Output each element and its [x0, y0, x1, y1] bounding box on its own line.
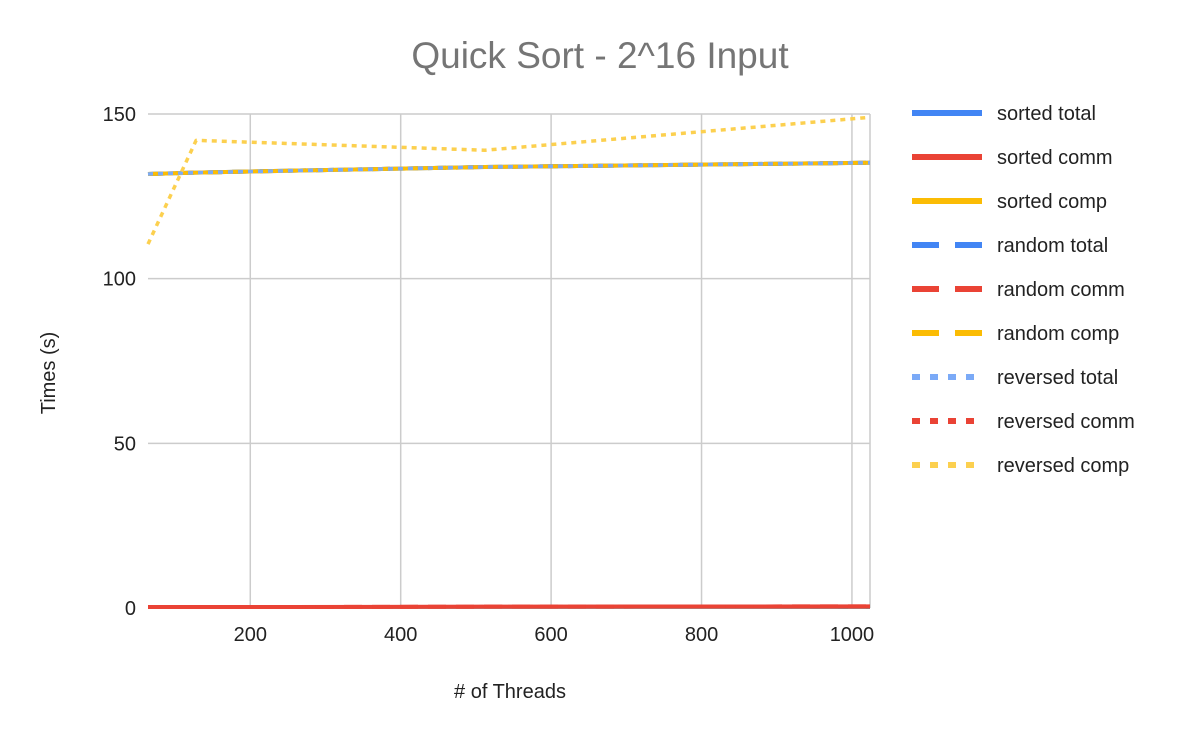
legend-label: sorted total	[997, 103, 1096, 125]
legend-item: reversed total	[912, 367, 1118, 389]
legend: sorted total sorted comm sorted comp random…	[912, 103, 1135, 477]
legend-label: sorted comp	[997, 191, 1107, 213]
legend-label: random comp	[997, 323, 1119, 345]
series-reversed-comp	[146, 115, 871, 245]
legend-item: reversed comp	[912, 455, 1129, 477]
legend-item: random comm	[912, 279, 1125, 301]
series-layer	[146, 115, 871, 610]
series-reversed-total	[147, 160, 871, 176]
grid	[148, 113, 871, 609]
legend-label: reversed total	[997, 367, 1118, 389]
x-tick-label: 200	[234, 624, 267, 646]
legend-label: random total	[997, 235, 1108, 257]
legend-label: reversed comm	[997, 411, 1135, 433]
legend-item: random total	[912, 235, 1108, 257]
legend-item: random comp	[912, 323, 1119, 345]
legend-label: random comm	[997, 279, 1125, 301]
x-tick-label: 800	[685, 624, 718, 646]
legend-label: sorted comm	[997, 147, 1113, 169]
y-axis-label: Times (s)	[38, 332, 60, 415]
series-reversed-comm	[147, 604, 871, 609]
y-tick-label: 150	[103, 104, 136, 126]
legend-item: sorted total	[912, 103, 1096, 125]
x-axis-label: # of Threads	[454, 681, 566, 703]
x-tick-label: 400	[384, 624, 417, 646]
legend-label: reversed comp	[997, 455, 1129, 477]
y-tick-label: 50	[114, 433, 136, 455]
legend-item: sorted comp	[912, 191, 1107, 213]
series-line	[146, 115, 871, 245]
chart-title: Quick Sort - 2^16 Input	[411, 35, 789, 76]
legend-item: reversed comm	[912, 411, 1135, 433]
tick-labels: 0 50 100 150 200 400 600 800 1000	[103, 104, 875, 646]
x-tick-label: 1000	[830, 624, 875, 646]
y-tick-label: 0	[125, 598, 136, 620]
y-tick-label: 100	[103, 269, 136, 291]
legend-item: sorted comm	[912, 147, 1113, 169]
x-tick-label: 600	[534, 624, 567, 646]
